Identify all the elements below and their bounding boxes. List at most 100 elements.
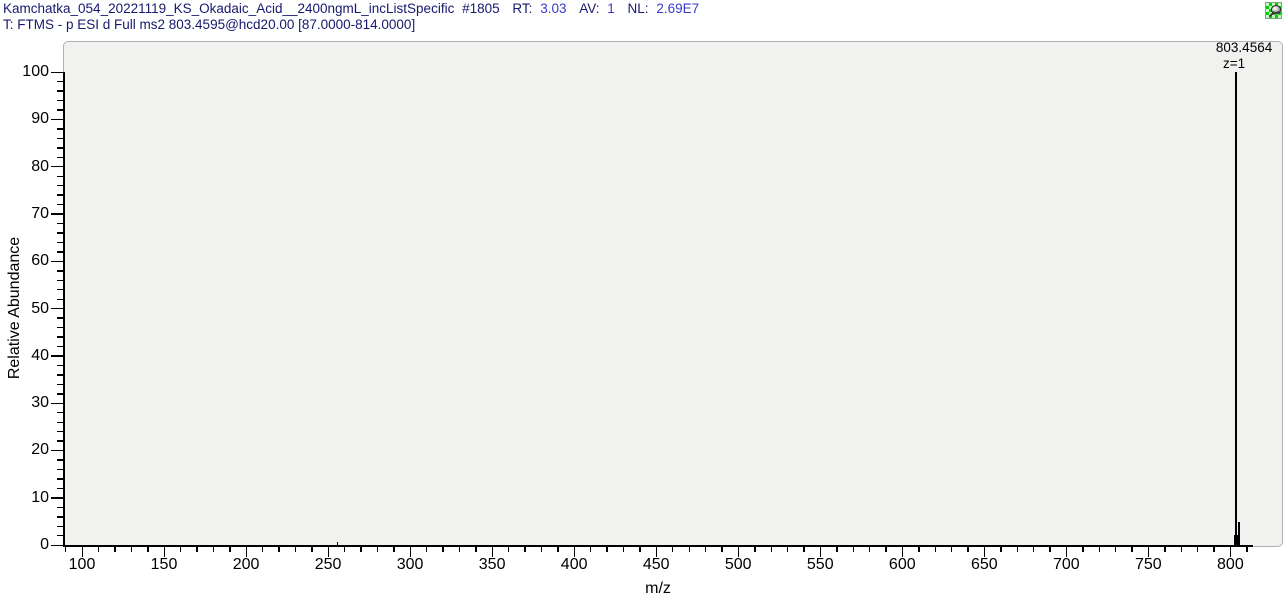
x-tick	[754, 547, 756, 552]
x-tick	[836, 547, 838, 552]
x-tick	[1229, 547, 1232, 557]
x-tick	[294, 547, 297, 552]
x-tick	[606, 547, 608, 552]
x-tick	[885, 547, 887, 552]
pushpin-glyph	[1268, 5, 1282, 18]
x-tick-label: 650	[970, 556, 998, 573]
x-tick	[737, 547, 740, 557]
x-tick	[393, 547, 395, 552]
x-tick	[721, 547, 723, 552]
x-tick-label: 800	[1217, 556, 1244, 573]
x-tick	[229, 547, 231, 552]
y-tick	[51, 118, 63, 121]
x-tick	[524, 547, 526, 552]
x-tick	[1049, 547, 1051, 552]
nl-value: 2.69E7	[656, 1, 700, 16]
x-tick	[376, 547, 379, 552]
x-tick	[1147, 547, 1150, 557]
x-tick	[1016, 547, 1018, 552]
x-tick-label: 750	[1135, 556, 1162, 573]
x-tick	[540, 547, 543, 552]
y-tick	[51, 544, 63, 546]
x-tick	[655, 547, 658, 557]
x-tick	[967, 547, 969, 552]
x-tick	[1082, 547, 1084, 552]
x-tick	[261, 547, 264, 552]
x-tick	[590, 547, 592, 552]
x-tick	[81, 547, 83, 557]
x-tick	[1164, 547, 1166, 552]
x-tick	[688, 547, 690, 552]
x-tick	[1131, 547, 1133, 552]
x-tick	[672, 547, 674, 552]
x-tick-label: 100	[68, 556, 96, 573]
x-tick-label: 700	[1052, 556, 1080, 573]
x-tick	[951, 547, 953, 552]
x-tick	[327, 547, 329, 557]
y-tick-label: 20	[31, 441, 49, 459]
x-tick	[212, 547, 215, 552]
x-tick	[1213, 547, 1215, 552]
pushpin-icon[interactable]	[1265, 2, 1282, 19]
x-tick	[147, 547, 149, 552]
x-tick	[278, 547, 280, 552]
x-tick	[426, 547, 428, 552]
x-tick-label: 500	[724, 556, 752, 573]
x-tick	[819, 547, 822, 557]
x-tick	[786, 547, 789, 552]
scan-number: #1805	[462, 1, 500, 16]
x-tick	[573, 547, 576, 557]
x-tick-label: 600	[888, 556, 916, 573]
y-tick-label: 100	[22, 63, 49, 80]
y-tick-label: 10	[31, 488, 49, 506]
x-tick-label: 350	[478, 556, 506, 573]
raw-filename: Kamchatka_054_20221119_KS_Okadaic_Acid__…	[3, 1, 455, 16]
x-tick	[311, 547, 313, 552]
x-tick	[803, 547, 805, 552]
x-tick	[1197, 547, 1199, 552]
x-tick	[65, 547, 67, 552]
av-value: 1	[607, 1, 615, 16]
y-tick	[51, 260, 63, 263]
y-tick	[51, 166, 63, 168]
y-tick	[51, 71, 63, 73]
spectrum-plot-area[interactable]	[63, 41, 1283, 547]
x-tick-label: 300	[396, 556, 424, 573]
x-tick-label: 550	[806, 556, 834, 573]
x-tick	[475, 547, 477, 552]
x-tick	[130, 547, 133, 552]
x-tick	[770, 547, 772, 552]
x-tick-label: 250	[314, 556, 342, 573]
x-tick	[491, 547, 494, 557]
x-axis-title: m/z	[645, 580, 671, 597]
x-tick-label: 150	[150, 556, 178, 573]
y-tick-label: 80	[31, 157, 49, 175]
x-tick	[852, 547, 854, 552]
x-tick	[1065, 547, 1068, 557]
x-tick	[245, 547, 247, 557]
x-tick	[97, 547, 100, 552]
scan-filter: T: FTMS - p ESI d Full ms2 803.4595@hcd2…	[3, 17, 416, 32]
rt-value: 3.03	[540, 1, 567, 16]
y-tick-label: 90	[31, 110, 49, 128]
x-tick	[918, 547, 920, 552]
x-tick	[557, 547, 559, 552]
x-tick	[901, 547, 904, 557]
x-tick-label: 200	[232, 556, 260, 573]
x-tick	[442, 547, 444, 552]
x-tick	[196, 547, 198, 552]
nl-label: NL:	[627, 1, 649, 16]
x-tick	[1098, 547, 1101, 552]
x-tick	[458, 547, 461, 552]
y-tick	[51, 449, 63, 452]
y-tick	[51, 402, 63, 404]
y-tick	[51, 308, 63, 310]
x-tick	[360, 547, 362, 552]
x-tick	[163, 547, 165, 557]
scan-header-line1: Kamchatka_054_20221119_KS_Okadaic_Acid__…	[3, 1, 699, 16]
x-tick	[639, 547, 641, 552]
y-tick-label: 70	[31, 204, 49, 222]
x-tick	[622, 547, 625, 552]
y-tick-label: 0	[40, 536, 49, 553]
